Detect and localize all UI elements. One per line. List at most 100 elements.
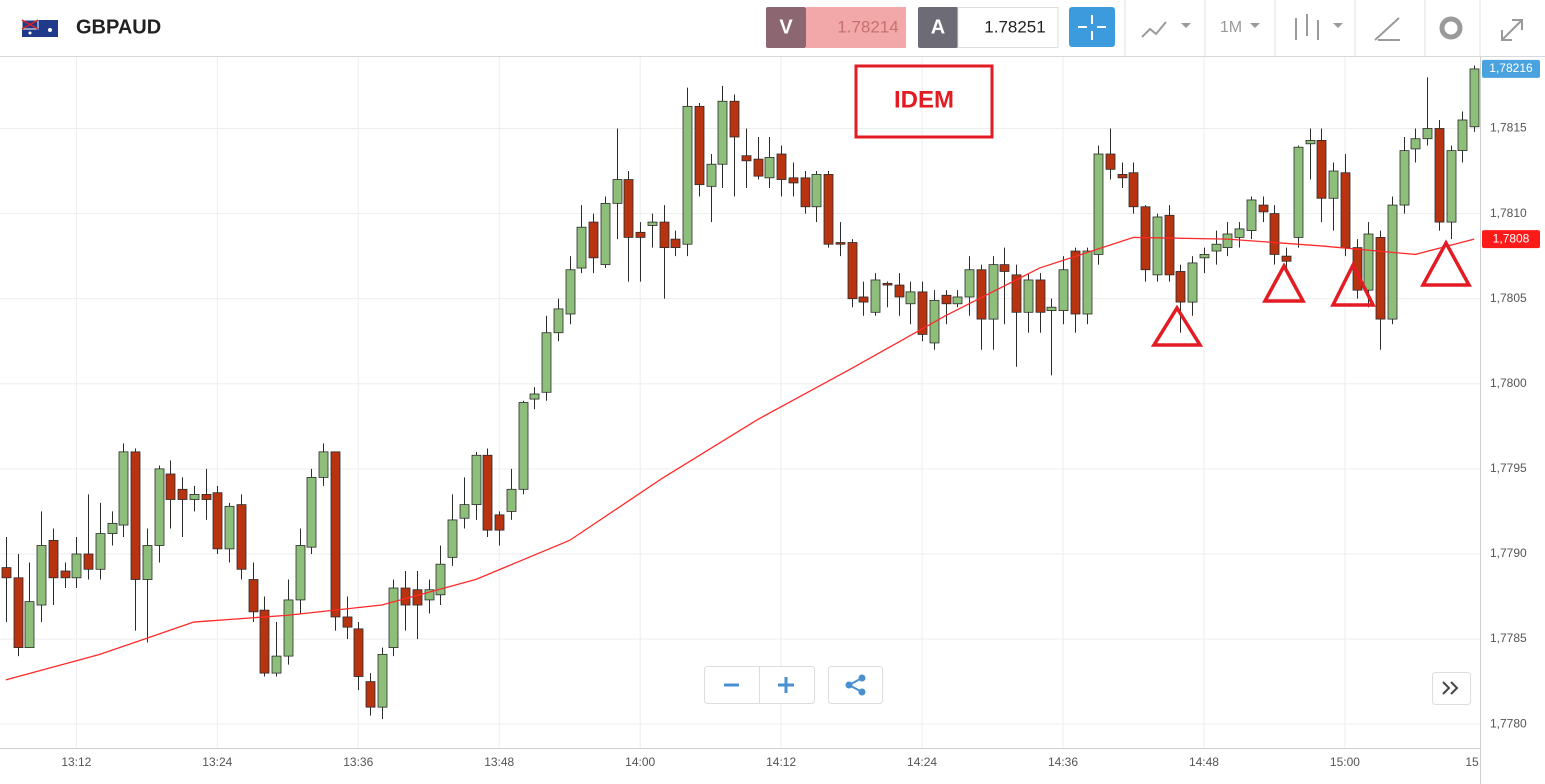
candle-body (776, 153, 787, 180)
candle-body (142, 545, 153, 580)
x-axis-panel (0, 748, 1480, 784)
candle-body (741, 155, 752, 162)
candle-body (529, 393, 540, 400)
candle-body (1446, 150, 1457, 223)
candle-body (764, 157, 775, 179)
candle-body (905, 291, 916, 305)
crosshair-button[interactable] (1069, 7, 1115, 47)
candle-body (635, 231, 646, 238)
candle-body (647, 221, 658, 226)
candle-body (1023, 279, 1034, 313)
candle-body (494, 514, 505, 531)
x-tick-label: 15:00 (1330, 755, 1360, 769)
candle-body (1070, 250, 1081, 315)
moving-average-line (5, 236, 1475, 681)
candle-body (1199, 254, 1210, 259)
candle-body (353, 628, 364, 677)
candle-body (612, 179, 623, 204)
candle-body (212, 492, 223, 550)
y-tick-label: 1,7800 (1490, 376, 1527, 390)
candle-body (659, 221, 670, 249)
candle-body (95, 533, 106, 570)
candle-body (271, 655, 282, 674)
candle-body (424, 589, 435, 601)
candle-body (1117, 174, 1128, 179)
timeframe[interactable]: 1M (1220, 19, 1242, 36)
candle-body (1152, 216, 1163, 276)
candle-body (1046, 306, 1057, 311)
candle-body (154, 468, 165, 546)
candle-body (1375, 237, 1386, 320)
candle-body (107, 522, 118, 534)
x-tick-label: 13:12 (61, 755, 91, 769)
dropdown-arrow[interactable] (1333, 23, 1343, 28)
candle-body (682, 105, 693, 245)
candle-type-button[interactable] (1295, 14, 1319, 40)
candle-body (177, 488, 188, 500)
ask-box[interactable]: A 1.78251 (918, 7, 1059, 48)
candle-body (1422, 128, 1433, 140)
candle-body (60, 570, 71, 579)
candle-body (600, 202, 611, 266)
y-tick-label: 1,7780 (1490, 716, 1527, 730)
candle-body (1399, 150, 1410, 206)
x-tick-label: 14:48 (1189, 755, 1219, 769)
draw-button[interactable] (1374, 17, 1400, 41)
zoom-buttons[interactable] (704, 666, 815, 704)
candle-body (83, 553, 94, 570)
fullscreen-button[interactable] (1501, 19, 1523, 41)
candle-body (894, 284, 905, 298)
candle-body (1305, 139, 1316, 145)
candle-body (823, 174, 834, 245)
candle-body (1, 567, 12, 579)
candle-body (999, 264, 1010, 272)
x-tick-label: 14:00 (625, 755, 655, 769)
dropdown-arrow[interactable] (1181, 23, 1191, 28)
bid-box[interactable]: V 1.78214 (766, 7, 906, 48)
candle-body (565, 269, 576, 315)
candle-body (541, 332, 552, 393)
candle-body (847, 242, 858, 300)
ma-tag-bg (1482, 230, 1540, 249)
y-tick-label: 1,7785 (1490, 631, 1527, 645)
annotation: IDEM (894, 86, 954, 113)
y-tick-label: 1,7805 (1490, 291, 1527, 305)
price-tag: 1,78216 (1489, 61, 1533, 75)
candle-body (835, 242, 846, 245)
dropdown-arrow[interactable] (1250, 23, 1260, 28)
candle-body (1328, 170, 1339, 199)
candle-body (623, 179, 634, 238)
bid-label: V (779, 16, 793, 38)
ma-tag: 1,7808 (1493, 231, 1530, 245)
candle-body (1281, 255, 1292, 262)
x-tick-label: 13:36 (343, 755, 373, 769)
candle-body (1222, 233, 1233, 249)
x-tick-label: 13:24 (202, 755, 232, 769)
indicator-button[interactable] (1141, 21, 1167, 38)
price-tag-bg (1482, 59, 1540, 78)
candle-body (1316, 139, 1327, 199)
share-button[interactable] (828, 666, 883, 704)
candle-body (189, 494, 200, 500)
candle-body (48, 539, 59, 579)
ask-label: A (931, 16, 945, 38)
candle-body (1258, 204, 1269, 213)
candle-body (1457, 119, 1468, 152)
candle-body (306, 476, 317, 548)
candle-body (13, 577, 24, 648)
header-separators (1124, 0, 1481, 56)
y-axis-panel (1480, 57, 1545, 784)
ask-price: 1.78251 (984, 17, 1045, 36)
settings-button[interactable] (1439, 16, 1463, 40)
candle-body (858, 296, 869, 303)
candle-body (694, 105, 705, 186)
candle-body (1234, 228, 1245, 238)
candle-body (201, 494, 212, 500)
scroll-end-button[interactable] (1432, 672, 1471, 705)
candle-body (377, 653, 388, 708)
candle-body (964, 269, 975, 298)
candle-body (482, 454, 493, 531)
y-tick-label: 1,7790 (1490, 546, 1527, 560)
candle-body (248, 579, 259, 613)
